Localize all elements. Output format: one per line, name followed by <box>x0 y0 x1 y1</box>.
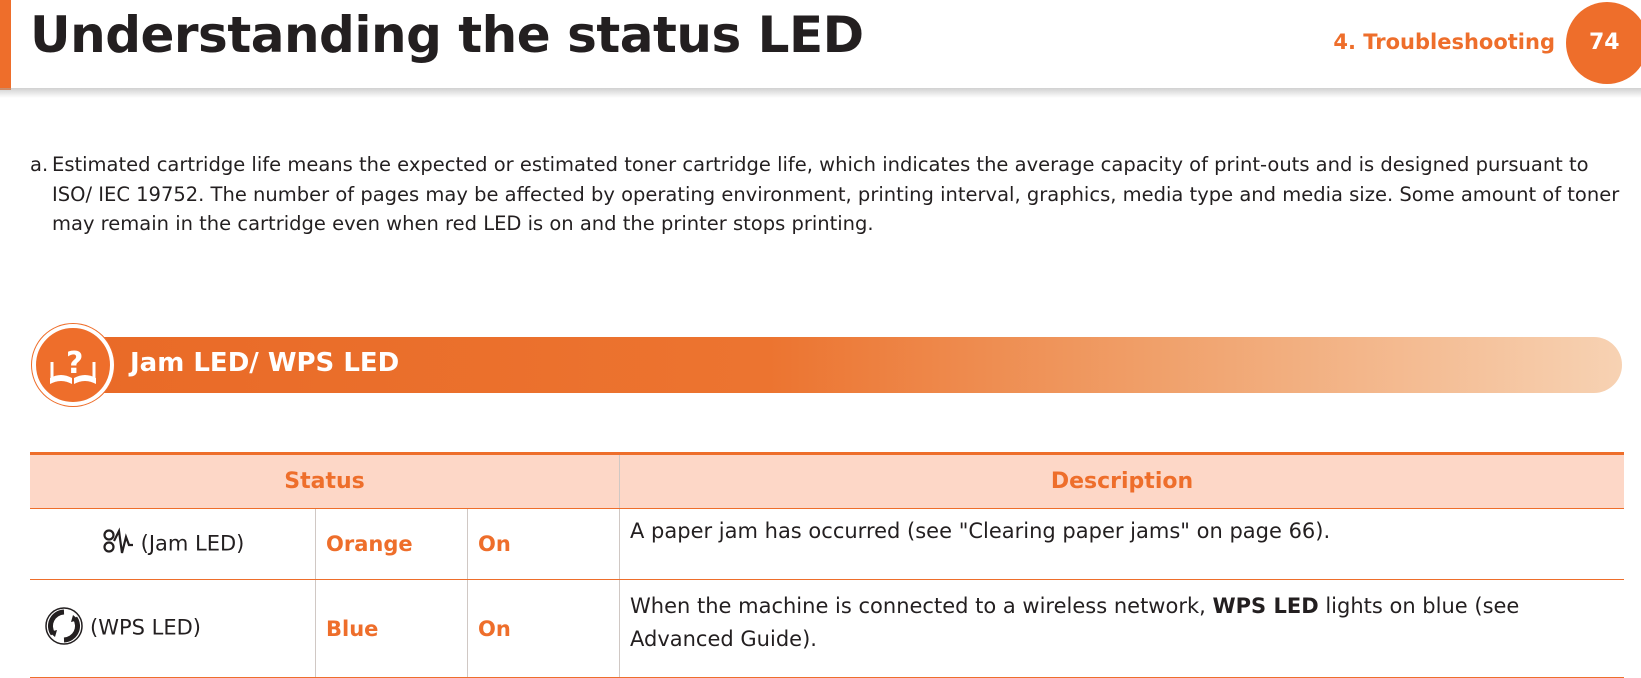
wps-led-description: When the machine is connected to a wirel… <box>619 579 1624 678</box>
table-row: (WPS LED) Blue On When the machine is co… <box>30 579 1624 678</box>
wps-desc-text: When the machine is connected to a wirel… <box>630 594 1213 618</box>
footnote-text: Estimated cartridge life means the expec… <box>52 153 1620 235</box>
page-number-badge: 74 <box>1566 2 1641 84</box>
footnote: a. Estimated cartridge life means the ex… <box>30 150 1630 239</box>
wps-led-color: Blue <box>315 579 468 678</box>
footnote-label: a. <box>30 153 49 176</box>
jam-led-state: On <box>467 508 620 580</box>
wps-led-cell: (WPS LED) <box>30 579 316 678</box>
jam-led-color: Orange <box>315 508 468 580</box>
jam-led-cell: (Jam LED) <box>30 508 316 580</box>
header-divider <box>0 88 1641 98</box>
table-row: (Jam LED) Orange On A paper jam has occu… <box>30 508 1624 580</box>
svg-text:?: ? <box>66 346 83 381</box>
wps-icon <box>44 606 84 651</box>
jam-icon <box>101 526 135 562</box>
status-column-header: Status <box>30 452 620 509</box>
wps-desc-text-end: lights on blue (see Advanced Guide). <box>630 594 1520 651</box>
chapter-label: 4. Troubleshooting <box>1333 30 1555 54</box>
section-title: Jam LED/ WPS LED <box>130 348 400 378</box>
page-title: Understanding the status LED <box>30 6 864 64</box>
wps-desc-bold: WPS LED <box>1212 594 1319 618</box>
header-accent-bar <box>0 0 11 90</box>
description-column-header: Description <box>619 452 1624 509</box>
jam-led-label: (Jam LED) <box>140 531 245 555</box>
jam-led-description: A paper jam has occurred (see "Clearing … <box>619 508 1624 580</box>
wps-led-label: (WPS LED) <box>90 615 201 640</box>
section-header-bar <box>70 337 1622 393</box>
table-header-row: Status Description <box>30 452 1624 509</box>
wps-led-state: On <box>467 579 620 678</box>
led-status-table: Status Description (Jam LED) Orange On A… <box>30 452 1624 678</box>
help-book-icon: ? <box>32 324 114 406</box>
